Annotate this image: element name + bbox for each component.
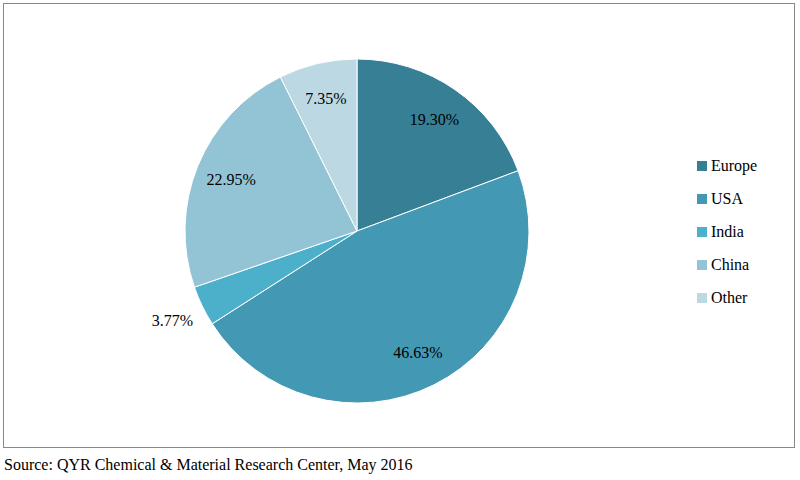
svg-text:46.63%: 46.63% — [393, 344, 442, 361]
html-text:China: China — [711, 255, 750, 273]
html-text:Other: Other — [711, 288, 748, 306]
svg-text:22.95%: 22.95% — [207, 171, 256, 188]
svg-text:7.35%: 7.35% — [305, 90, 346, 107]
svg-text:19.30%: 19.30% — [410, 111, 459, 128]
html-text:Europe: Europe — [711, 156, 758, 174]
svg-text:3.77%: 3.77% — [152, 312, 193, 329]
html-text:India: India — [711, 222, 744, 240]
html-text:USA: USA — [711, 189, 743, 207]
html-text:Source: QYR Chemical & Materia: Source: QYR Chemical & Material Research… — [4, 456, 413, 473]
